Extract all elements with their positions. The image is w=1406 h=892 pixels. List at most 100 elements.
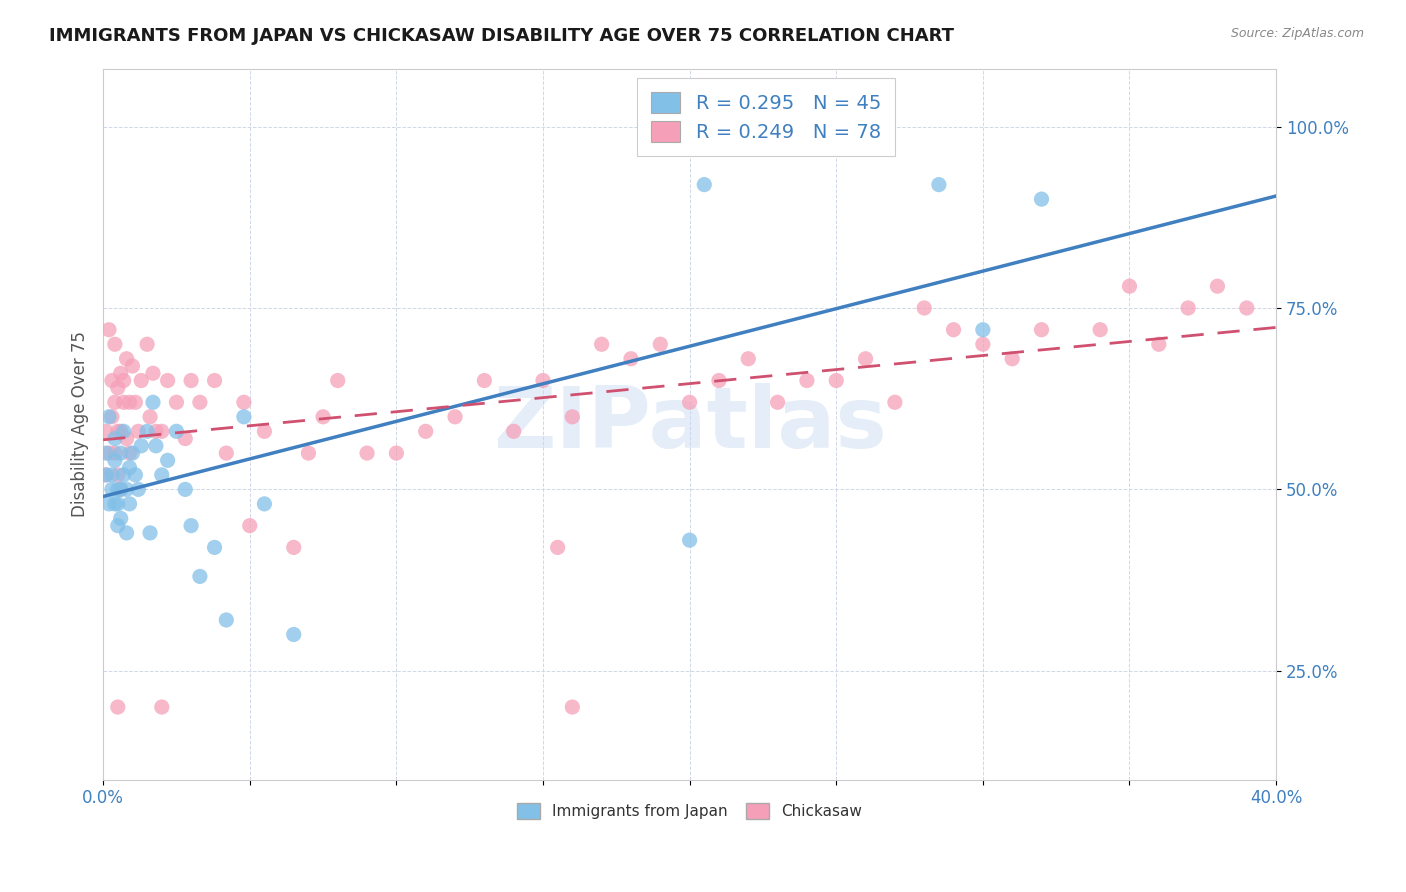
Point — [110, 446, 132, 460]
Point — [107, 700, 129, 714]
Point — [215, 613, 238, 627]
Point — [121, 359, 143, 373]
Point — [104, 395, 127, 409]
Point — [127, 483, 149, 497]
Point — [118, 446, 141, 460]
Point — [98, 323, 121, 337]
Point — [156, 374, 179, 388]
Point — [94, 425, 117, 439]
Point — [385, 446, 408, 460]
Point — [98, 446, 121, 460]
Point — [104, 497, 127, 511]
Point — [165, 425, 187, 439]
Point — [150, 425, 173, 439]
Point — [104, 432, 127, 446]
Point — [232, 395, 254, 409]
Point — [180, 374, 202, 388]
Point — [139, 409, 162, 424]
Point — [121, 446, 143, 460]
Point — [124, 395, 146, 409]
Point — [1118, 279, 1140, 293]
Point — [312, 409, 335, 424]
Point — [136, 425, 159, 439]
Point — [855, 351, 877, 366]
Point — [188, 395, 211, 409]
Point — [145, 439, 167, 453]
Point — [766, 395, 789, 409]
Point — [115, 432, 138, 446]
Point — [415, 425, 437, 439]
Point — [110, 483, 132, 497]
Point — [650, 337, 672, 351]
Point — [139, 525, 162, 540]
Point — [1088, 323, 1111, 337]
Point — [239, 518, 262, 533]
Point — [104, 446, 127, 460]
Point — [129, 374, 152, 388]
Point — [110, 483, 132, 497]
Point — [112, 467, 135, 482]
Point — [115, 483, 138, 497]
Point — [502, 425, 524, 439]
Point — [188, 569, 211, 583]
Point — [174, 432, 197, 446]
Point — [98, 409, 121, 424]
Text: Source: ZipAtlas.com: Source: ZipAtlas.com — [1230, 27, 1364, 40]
Point — [107, 381, 129, 395]
Point — [561, 409, 583, 424]
Text: IMMIGRANTS FROM JAPAN VS CHICKASAW DISABILITY AGE OVER 75 CORRELATION CHART: IMMIGRANTS FROM JAPAN VS CHICKASAW DISAB… — [49, 27, 955, 45]
Point — [118, 497, 141, 511]
Point — [1031, 192, 1053, 206]
Point — [678, 395, 700, 409]
Point — [129, 439, 152, 453]
Point — [283, 541, 305, 555]
Point — [1001, 351, 1024, 366]
Text: ZIPatlas: ZIPatlas — [492, 383, 887, 466]
Point — [693, 178, 716, 192]
Point — [174, 483, 197, 497]
Point — [104, 337, 127, 351]
Point — [591, 337, 613, 351]
Point — [150, 467, 173, 482]
Point — [150, 700, 173, 714]
Point — [110, 366, 132, 380]
Point — [678, 533, 700, 548]
Point — [101, 409, 124, 424]
Point — [1236, 301, 1258, 315]
Point — [180, 518, 202, 533]
Point — [204, 374, 226, 388]
Point — [356, 446, 378, 460]
Point — [561, 700, 583, 714]
Point — [98, 497, 121, 511]
Point — [204, 541, 226, 555]
Point — [107, 483, 129, 497]
Point — [972, 337, 994, 351]
Point — [297, 446, 319, 460]
Point — [112, 395, 135, 409]
Point — [101, 374, 124, 388]
Point — [112, 425, 135, 439]
Point — [825, 374, 848, 388]
Point — [104, 453, 127, 467]
Point — [253, 425, 276, 439]
Point — [253, 497, 276, 511]
Point — [1031, 323, 1053, 337]
Point — [94, 467, 117, 482]
Point — [107, 518, 129, 533]
Point — [215, 446, 238, 460]
Point — [107, 467, 129, 482]
Y-axis label: Disability Age Over 75: Disability Age Over 75 — [72, 331, 89, 517]
Point — [232, 409, 254, 424]
Point — [107, 425, 129, 439]
Point — [1177, 301, 1199, 315]
Point — [707, 374, 730, 388]
Point — [107, 497, 129, 511]
Point — [101, 467, 124, 482]
Legend: Immigrants from Japan, Chickasaw: Immigrants from Japan, Chickasaw — [510, 797, 869, 825]
Point — [124, 467, 146, 482]
Point — [118, 460, 141, 475]
Point — [142, 395, 165, 409]
Point — [883, 395, 905, 409]
Point — [142, 366, 165, 380]
Point — [444, 409, 467, 424]
